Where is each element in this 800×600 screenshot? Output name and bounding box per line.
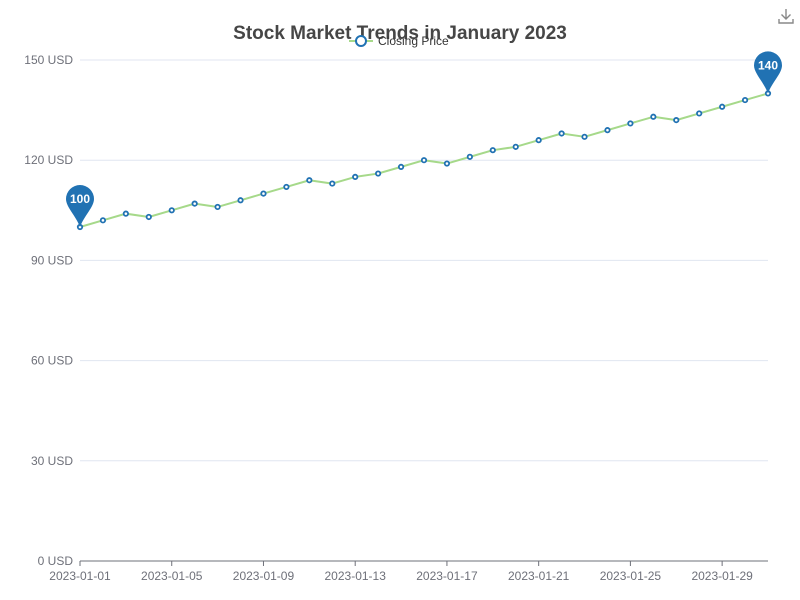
- y-tick-label: 90 USD: [31, 253, 73, 267]
- x-tick-label: 2023-01-29: [691, 569, 753, 583]
- y-tick-label: 150 USD: [24, 53, 73, 67]
- data-point: [237, 197, 244, 204]
- x-tick-label: 2023-01-21: [508, 569, 570, 583]
- data-point: [627, 120, 634, 127]
- markpoints: 100 140: [66, 51, 782, 227]
- data-point: [168, 207, 175, 214]
- legend-swatch-marker: [355, 35, 367, 47]
- markpoint-pin: [754, 51, 782, 94]
- data-point: [604, 127, 611, 134]
- data-point: [122, 210, 129, 217]
- y-tick-label: 30 USD: [31, 454, 73, 468]
- series-closing-price: [76, 90, 772, 231]
- x-tick-label: 2023-01-05: [141, 569, 203, 583]
- data-point: [581, 133, 588, 140]
- data-point: [696, 110, 703, 117]
- y-tick-label: 120 USD: [24, 153, 73, 167]
- y-tick-label: 0 USD: [38, 554, 74, 568]
- x-tick-label: 2023-01-09: [233, 569, 295, 583]
- data-point: [397, 163, 405, 170]
- data-point: [466, 153, 473, 160]
- data-point: [443, 160, 451, 167]
- legend-label: Closing Price: [378, 34, 449, 48]
- data-point: [420, 157, 428, 164]
- data-point: [375, 170, 382, 177]
- data-point: [512, 143, 519, 150]
- data-point: [489, 147, 496, 154]
- download-icon[interactable]: [776, 6, 796, 26]
- data-point: [191, 200, 198, 207]
- markpoint-label: 100: [70, 192, 90, 206]
- markpoint-pin: [66, 185, 94, 227]
- data-point: [145, 213, 152, 221]
- data-point: [306, 177, 313, 184]
- legend[interactable]: Closing Price: [349, 34, 449, 48]
- data-point: [214, 203, 221, 211]
- grid-lines: [80, 59, 768, 462]
- axes: 0 USD 30 USD 60 USD 90 USD 120 USD 150 USD 202…: [24, 53, 768, 583]
- x-tick-label: 2023-01-17: [416, 569, 478, 583]
- markpoint-label: 140: [758, 58, 778, 72]
- data-point: [673, 117, 680, 124]
- data-point: [535, 137, 542, 144]
- chart-title: Stock Market Trends in January 2023: [233, 23, 567, 44]
- data-point: [650, 113, 657, 120]
- data-point: [260, 190, 267, 197]
- data-point: [99, 217, 107, 224]
- x-tick-label: 2023-01-13: [325, 569, 387, 583]
- data-point: [283, 183, 290, 191]
- data-point: [741, 96, 749, 104]
- y-tick-label: 60 USD: [31, 354, 73, 368]
- data-point: [719, 103, 726, 110]
- x-tick-label: 2023-01-01: [49, 569, 111, 583]
- data-point: [352, 173, 359, 180]
- data-point: [329, 180, 336, 187]
- data-point: [558, 130, 565, 137]
- x-tick-label: 2023-01-25: [600, 569, 662, 583]
